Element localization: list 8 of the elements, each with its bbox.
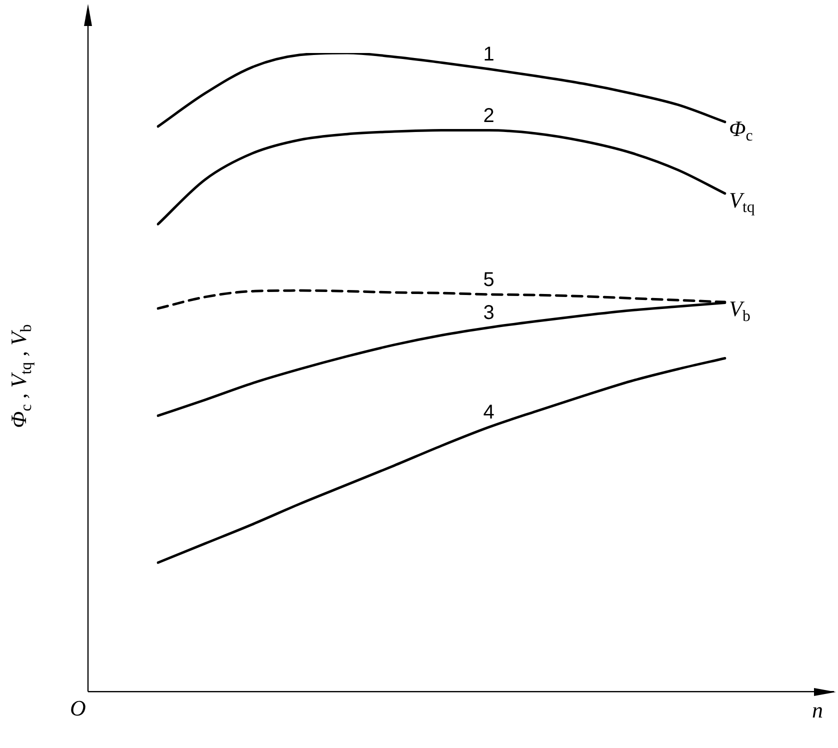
series-label: 5: [483, 268, 494, 291]
x-axis-title: n: [812, 697, 823, 722]
series-label: 1: [483, 43, 494, 66]
text: O: [70, 695, 86, 720]
series-label: 3: [483, 302, 494, 324]
series-label: 4: [483, 402, 494, 424]
y-axis-title: Φc , Vtq , Vb: [6, 324, 35, 428]
series-label: 2: [483, 104, 494, 127]
